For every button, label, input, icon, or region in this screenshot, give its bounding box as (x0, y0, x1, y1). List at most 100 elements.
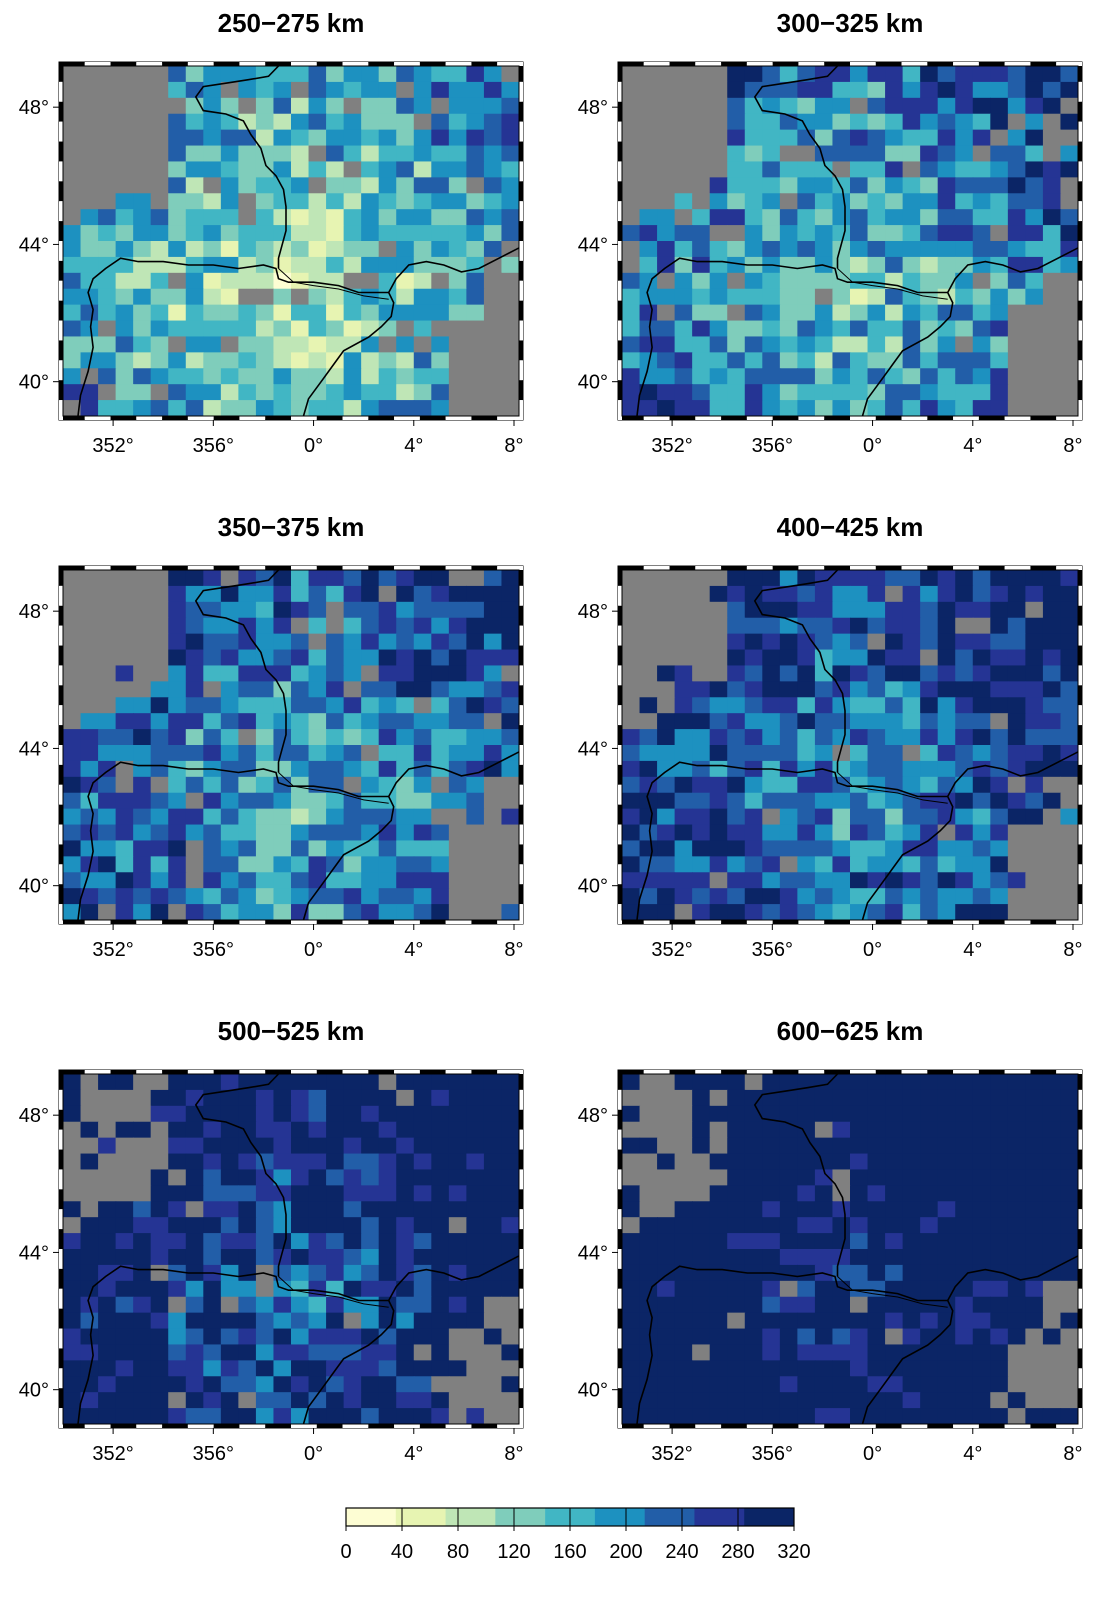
grid-cell (115, 1376, 134, 1393)
grid-cell (185, 1280, 204, 1298)
grid-cell (308, 1169, 327, 1186)
grid-cell (483, 888, 503, 905)
grid-cell (483, 129, 503, 147)
grid-cell (255, 617, 275, 635)
grid-cell (326, 1344, 345, 1361)
grid-cell (727, 113, 746, 131)
grid-cell (762, 713, 781, 730)
grid-cell (1007, 840, 1026, 857)
grid-cell (501, 1169, 519, 1186)
grid-cell (1025, 1360, 1044, 1377)
grid-cell (133, 113, 152, 131)
grid-cell (657, 241, 676, 258)
colorbar-tick-label: 40 (391, 1541, 413, 1563)
grid-cell (343, 888, 362, 905)
grid-cell (413, 1296, 432, 1314)
grid-cell (308, 1121, 327, 1139)
grid-cell (203, 808, 222, 826)
grid-cell (431, 713, 450, 730)
grid-cell (955, 304, 974, 322)
x-tick-label: 0° (304, 939, 323, 961)
grid-cell (709, 1201, 728, 1218)
grid-cell (850, 113, 869, 131)
grid-cell (150, 1408, 169, 1424)
grid-cell (622, 400, 641, 416)
grid-cell (902, 649, 921, 667)
grid-cell (885, 904, 904, 920)
grid-cell (133, 129, 152, 147)
grid-cell (885, 792, 904, 810)
grid-cell (955, 585, 974, 603)
grid-cell (779, 1169, 798, 1186)
grid-cell (972, 872, 991, 889)
grid-cell (343, 1137, 362, 1155)
grid-cell (396, 840, 415, 857)
grid-cell (150, 617, 169, 635)
grid-cell (727, 1121, 746, 1139)
grid-cell (133, 225, 152, 242)
grid-cell (98, 66, 117, 83)
grid-cell (955, 1169, 974, 1186)
grid-cell (326, 1264, 345, 1282)
grid-cell (1042, 336, 1062, 353)
grid-cell (639, 225, 658, 242)
grid-cell (955, 193, 974, 210)
grid-cell (466, 601, 485, 619)
grid-cell (361, 872, 380, 889)
grid-cell (779, 570, 798, 587)
grid-cell (850, 272, 869, 290)
grid-cell (501, 729, 519, 746)
grid-cell (657, 288, 676, 306)
grid-cell (80, 1217, 99, 1234)
grid-cell (955, 1280, 974, 1298)
grid-cell (937, 1201, 956, 1218)
grid-cell (448, 113, 467, 131)
grid-cell (326, 760, 345, 778)
grid-cell (133, 66, 152, 83)
grid-cell (727, 1169, 746, 1186)
grid-cell (150, 352, 169, 369)
grid-cell (483, 776, 503, 794)
grid-cell (1007, 1074, 1026, 1091)
grid-cell (1025, 1312, 1044, 1330)
grid-cell (98, 570, 117, 587)
grid-cell (674, 824, 693, 842)
grid-cell (1025, 177, 1044, 194)
grid-cell (185, 649, 204, 667)
grid-cell (972, 384, 991, 401)
colorbar-swatch (346, 1508, 397, 1526)
grid-cell (238, 1392, 257, 1409)
grid-cell (273, 585, 292, 603)
grid-cell (133, 1408, 152, 1424)
grid-cell (709, 1249, 728, 1266)
grid-cell (709, 872, 728, 889)
grid-cell (466, 113, 485, 131)
grid-cell (361, 177, 380, 194)
grid-cell (238, 601, 257, 619)
grid-cell (80, 256, 99, 274)
grid-cell (185, 129, 204, 147)
grid-cell (203, 272, 222, 290)
grid-cell (466, 66, 485, 83)
grid-cell (238, 633, 257, 651)
grid-cell (657, 570, 676, 587)
grid-cell (291, 840, 310, 857)
grid-cell (622, 1089, 641, 1107)
grid-cell (955, 1264, 974, 1282)
grid-cell (779, 824, 798, 842)
grid-cell (885, 713, 904, 730)
grid-cell (203, 888, 222, 905)
grid-cell (902, 400, 921, 416)
grid-cell (814, 368, 834, 385)
grid-cell (885, 1185, 904, 1202)
grid-cell (814, 792, 834, 810)
grid-cell (797, 1089, 816, 1107)
grid-cell (343, 665, 362, 682)
grid-cell (814, 665, 834, 682)
grid-cell (779, 1217, 798, 1234)
grid-cell (920, 129, 939, 147)
grid-cell (727, 1137, 746, 1155)
grid-cell (937, 1264, 956, 1282)
grid-cell (727, 193, 746, 210)
grid-cell (832, 1344, 851, 1361)
